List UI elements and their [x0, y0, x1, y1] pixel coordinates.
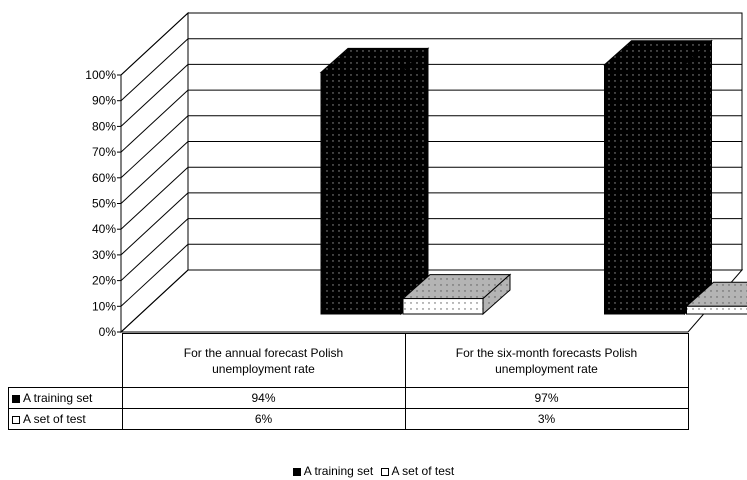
- gridline-side: [120, 166, 189, 230]
- gridline-side: [120, 89, 189, 153]
- y-tick-label: 50%: [92, 197, 116, 211]
- table-cell-test-annual: 6%: [121, 408, 406, 430]
- gridline-side: [120, 115, 189, 179]
- table-cell-training-annual: 94%: [121, 387, 406, 409]
- y-tick-label: 80%: [92, 119, 116, 133]
- bar-group-training-1: [603, 39, 713, 316]
- legend-training-swatch-icon: [292, 468, 301, 476]
- gridline-side: [120, 269, 189, 333]
- y-tick-label: 90%: [92, 94, 116, 108]
- category-header-six-month-line1: For the six-month forecasts Polish: [455, 345, 638, 360]
- gridline-side: [120, 38, 189, 102]
- training-set-swatch-icon: [12, 395, 20, 403]
- legend-training-label: A training set: [303, 464, 374, 478]
- gridline-side: [120, 243, 189, 307]
- category-header-annual: For the annual forecast Polish unemploym…: [121, 333, 406, 388]
- chart-plot-area: 0%10%20%30%40%50%60%70%80%90%100%: [85, 11, 747, 339]
- legend-item-test-set: A set of test: [380, 464, 455, 478]
- bar-group-training-0: [319, 47, 430, 316]
- table-cell-training-six-month: 97%: [404, 387, 689, 409]
- bar-group-test-1: [685, 281, 747, 315]
- bar-test-set-1: [686, 305, 747, 315]
- gridline-side: [120, 12, 189, 76]
- bar-group-test-0: [401, 273, 512, 316]
- gridline-side: [120, 141, 189, 204]
- category-header-six-month-line2: unemployment rate: [495, 361, 598, 376]
- row-header-test-set: A set of test: [8, 408, 123, 430]
- row-header-training-set-label: A training set: [23, 391, 93, 405]
- data-table: For the annual forecast Polish unemploym…: [8, 333, 689, 430]
- gridline-side: [120, 64, 189, 127]
- table-cell-test-six-month: 3%: [404, 408, 689, 430]
- test-set-swatch-icon: [12, 416, 20, 424]
- y-tick-label: 30%: [92, 248, 116, 262]
- table-corner: [8, 333, 123, 388]
- bar-side: [400, 47, 429, 316]
- y-tick-label: 40%: [92, 222, 116, 236]
- bar-side: [684, 39, 712, 316]
- category-header-annual-line2: unemployment rate: [212, 361, 315, 376]
- y-tick-label: 20%: [92, 274, 116, 288]
- gridline-side: [120, 218, 189, 281]
- bar-training-set-0: [320, 71, 402, 315]
- bar-training-set-1: [604, 64, 685, 315]
- y-tick-label: 10%: [92, 299, 116, 313]
- row-header-training-set: A training set: [8, 387, 123, 409]
- category-header-six-month: For the six-month forecasts Polish unemp…: [404, 333, 689, 388]
- y-tick-label: 100%: [85, 68, 116, 82]
- bar-test-set-0: [402, 298, 484, 315]
- row-header-test-set-label: A set of test: [23, 412, 86, 426]
- legend-test-swatch-icon: [380, 468, 389, 476]
- y-tick-label: 70%: [92, 145, 116, 159]
- legend-item-training-set: A training set: [292, 464, 374, 478]
- chart-legend: A training set A set of test: [0, 464, 747, 478]
- category-header-annual-line1: For the annual forecast Polish: [183, 345, 344, 360]
- legend-test-label: A set of test: [391, 464, 455, 478]
- gridline-side: [120, 192, 189, 256]
- y-tick-label: 60%: [92, 171, 116, 185]
